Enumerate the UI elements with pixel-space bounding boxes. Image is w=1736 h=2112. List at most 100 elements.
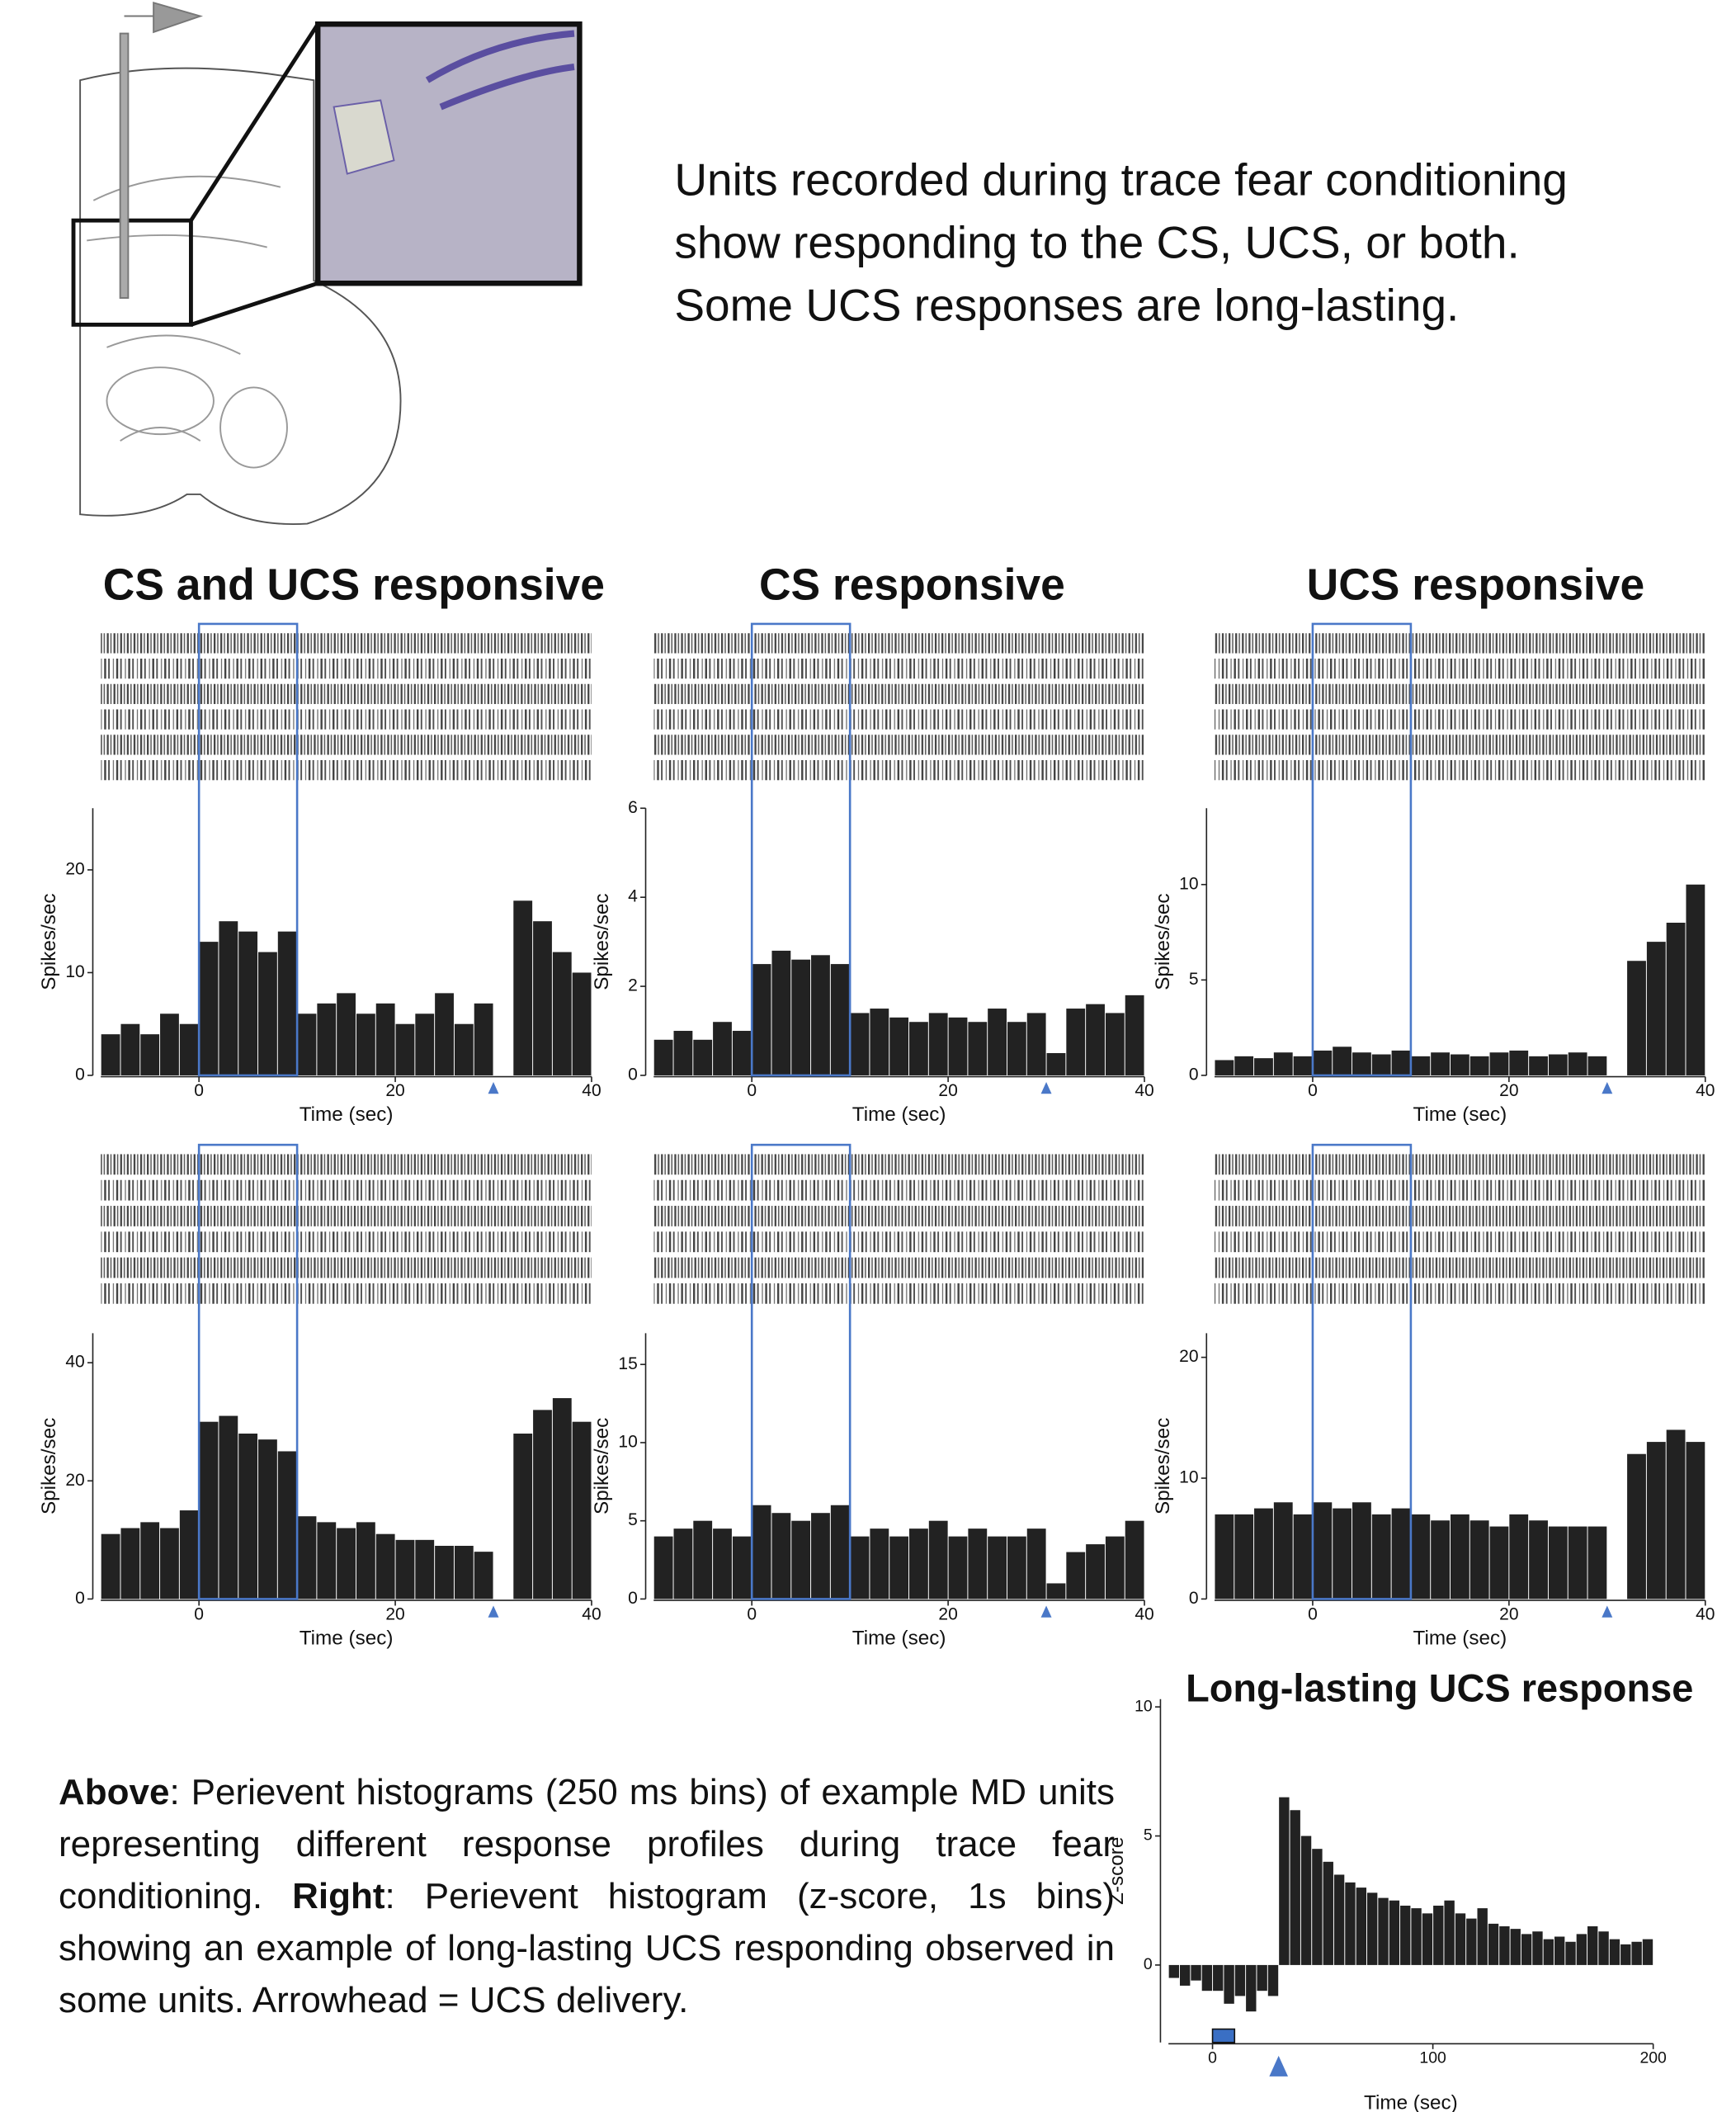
bar xyxy=(1470,1056,1489,1075)
bar xyxy=(693,1521,712,1599)
bar xyxy=(1274,1502,1293,1599)
bar xyxy=(435,1546,454,1599)
bar xyxy=(713,1022,732,1075)
bar xyxy=(1279,1798,1289,1965)
x-tick-label: 0 xyxy=(194,1081,204,1100)
bar xyxy=(1202,1965,1212,1991)
x-tick-label: 20 xyxy=(938,1604,957,1623)
x-axis-title: Time (sec) xyxy=(1413,1627,1507,1649)
caption-label: Right xyxy=(292,1876,384,1916)
bar xyxy=(1254,1509,1273,1599)
bar xyxy=(1234,1514,1253,1599)
ucs-arrow xyxy=(1602,1082,1612,1094)
y-tick-label: 0 xyxy=(1189,1589,1199,1608)
bar xyxy=(1577,1934,1587,1965)
bar xyxy=(1478,1908,1488,1965)
bar xyxy=(1372,1514,1391,1599)
bar xyxy=(396,1024,415,1075)
y-tick-label: 20 xyxy=(1179,1347,1198,1366)
bar xyxy=(101,1534,120,1599)
bar xyxy=(1312,1849,1322,1965)
x-tick-label: 20 xyxy=(938,1081,957,1100)
x-tick-label: 0 xyxy=(1308,1081,1318,1100)
y-tick-label: 6 xyxy=(628,798,638,817)
bar xyxy=(1587,1926,1597,1965)
bar xyxy=(120,1528,139,1599)
raster-row xyxy=(653,1258,1144,1278)
bar xyxy=(1490,1527,1509,1599)
bar xyxy=(831,1505,850,1599)
bar xyxy=(949,1537,968,1599)
y-tick-label: 0 xyxy=(628,1065,638,1084)
bar xyxy=(140,1522,159,1599)
bar xyxy=(1392,1509,1411,1599)
bar xyxy=(654,1040,673,1075)
bar xyxy=(674,1528,693,1599)
bar xyxy=(258,952,277,1075)
bar xyxy=(1511,1929,1521,1965)
x-tick-label: 0 xyxy=(747,1081,757,1100)
bar xyxy=(889,1537,908,1599)
bar xyxy=(909,1528,928,1599)
bar xyxy=(415,1540,434,1599)
bar xyxy=(1301,1836,1311,1965)
bar xyxy=(949,1018,968,1075)
bar xyxy=(1598,1931,1608,1965)
bar xyxy=(1213,1965,1223,1991)
bar xyxy=(1027,1013,1046,1075)
x-tick-label: 20 xyxy=(1499,1081,1518,1100)
x-tick-label: 40 xyxy=(1696,1604,1715,1623)
bar xyxy=(140,1034,159,1075)
bar xyxy=(200,942,219,1075)
bar xyxy=(1444,1901,1454,1965)
raster-row xyxy=(653,710,1144,730)
bar xyxy=(811,1513,830,1599)
y-tick-label: 0 xyxy=(1144,1955,1153,1973)
bar xyxy=(298,1013,317,1075)
bar xyxy=(713,1528,732,1599)
raster-row xyxy=(653,684,1144,704)
bar xyxy=(1047,1583,1066,1599)
raster-row xyxy=(1215,710,1705,730)
bar xyxy=(1509,1051,1528,1075)
raster-row xyxy=(653,1206,1144,1226)
chart-title: UCS responsive xyxy=(1307,560,1644,609)
bar xyxy=(160,1013,179,1075)
y-tick-label: 5 xyxy=(1189,970,1199,989)
bar xyxy=(791,1521,810,1599)
bar xyxy=(909,1022,928,1075)
x-axis-title: Time (sec) xyxy=(852,1627,946,1649)
bar xyxy=(1667,923,1686,1075)
bar xyxy=(1294,1056,1313,1075)
raster-row xyxy=(101,659,592,678)
raster-row xyxy=(653,1180,1144,1201)
ucs-arrow xyxy=(1041,1605,1052,1617)
bar xyxy=(513,900,532,1075)
raster-row xyxy=(653,659,1144,678)
bar xyxy=(1180,1965,1190,1986)
raster-row xyxy=(101,633,592,653)
raster-row xyxy=(1215,1231,1705,1252)
raster-row xyxy=(101,1180,592,1201)
bar xyxy=(1313,1051,1332,1075)
bar xyxy=(356,1013,375,1075)
y-tick-label: 10 xyxy=(1135,1697,1153,1715)
bar xyxy=(1490,1052,1509,1075)
bar xyxy=(1529,1056,1548,1075)
bar xyxy=(1333,1047,1352,1075)
bar xyxy=(1433,1906,1443,1965)
bar xyxy=(1294,1514,1313,1599)
y-axis-title: Spikes/sec xyxy=(38,893,60,990)
bar xyxy=(1647,942,1666,1075)
bar xyxy=(1246,1965,1256,2011)
bar xyxy=(1389,1901,1399,1965)
x-axis-title: Time (sec) xyxy=(300,1103,394,1126)
bar xyxy=(1411,1056,1430,1075)
bar xyxy=(1667,1429,1686,1599)
y-tick-label: 0 xyxy=(628,1589,638,1608)
bar xyxy=(1470,1520,1489,1599)
bar xyxy=(1509,1514,1528,1599)
bar xyxy=(1631,1942,1641,1965)
bar xyxy=(415,1013,434,1075)
bar xyxy=(238,1434,257,1599)
